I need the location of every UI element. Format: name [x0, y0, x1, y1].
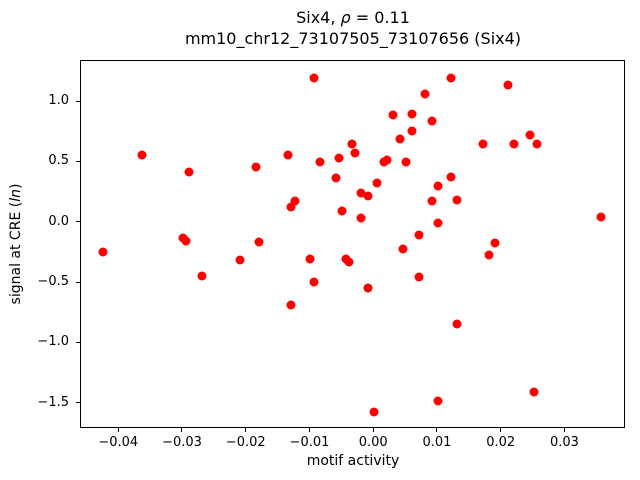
- x-axis-label: motif activity: [306, 453, 400, 469]
- data-point: [98, 247, 108, 257]
- y-tick-mark: [76, 100, 80, 102]
- x-tick-label: −0.03: [162, 435, 202, 450]
- data-point: [509, 139, 519, 149]
- x-tick-label: 0.01: [422, 435, 452, 450]
- data-point: [446, 172, 456, 182]
- data-point: [446, 73, 456, 83]
- data-point: [414, 230, 424, 240]
- data-point: [181, 236, 191, 246]
- data-point: [290, 196, 300, 206]
- data-point: [414, 272, 424, 282]
- x-tick-label: −0.04: [98, 435, 139, 450]
- data-point: [490, 238, 500, 248]
- data-point: [478, 139, 488, 149]
- y-tick-label: −0.5: [37, 274, 69, 289]
- x-tick-label: 0.02: [486, 435, 516, 450]
- data-point: [420, 89, 430, 99]
- data-point: [337, 206, 347, 216]
- x-tick-label: −0.01: [289, 435, 330, 450]
- data-point: [197, 271, 207, 281]
- y-axis-label-italic: ln: [8, 189, 24, 202]
- data-point: [398, 244, 408, 254]
- plot-area: [80, 60, 625, 428]
- x-tick-label: 0.03: [549, 435, 579, 450]
- data-point: [356, 188, 366, 197]
- data-point: [347, 139, 357, 149]
- data-point: [251, 162, 261, 172]
- data-point: [388, 110, 398, 120]
- data-point: [433, 396, 443, 406]
- data-point: [484, 250, 494, 260]
- y-axis-label: signal at CRE (ln): [8, 184, 24, 305]
- title-rho-symbol: ρ: [340, 8, 351, 27]
- data-point: [286, 202, 296, 212]
- data-point: [382, 155, 392, 165]
- x-tick-mark: [372, 428, 374, 432]
- x-tick-mark: [563, 428, 565, 432]
- data-point: [235, 255, 245, 265]
- y-tick-mark: [76, 281, 80, 283]
- chart-title: Six4, ρ = 0.11 mm10_chr12_73107505_73107…: [80, 7, 626, 49]
- data-point: [407, 126, 417, 136]
- x-tick-mark: [117, 428, 119, 432]
- title-suffix: = 0.11: [350, 8, 410, 27]
- title-prefix: Six4,: [296, 8, 341, 27]
- data-point: [452, 195, 462, 205]
- data-point: [363, 191, 373, 201]
- y-tick-mark: [76, 160, 80, 162]
- data-point: [596, 212, 605, 222]
- x-tick-mark: [308, 428, 310, 432]
- data-point: [356, 213, 366, 223]
- chart-subtitle: mm10_chr12_73107505_73107656 (Six4): [184, 29, 522, 48]
- data-point: [309, 277, 319, 287]
- data-point: [452, 319, 462, 329]
- data-point: [407, 109, 417, 119]
- y-tick-mark: [76, 221, 80, 223]
- data-point: [529, 387, 539, 397]
- data-point: [305, 254, 315, 264]
- data-point: [433, 218, 443, 228]
- x-tick-label: −0.02: [225, 435, 266, 450]
- data-point: [286, 300, 296, 310]
- x-tick-mark: [245, 428, 247, 432]
- y-axis-label-suffix: ): [8, 183, 24, 190]
- data-point: [334, 153, 344, 163]
- data-point: [427, 116, 437, 126]
- y-tick-label: −1.0: [37, 334, 69, 350]
- data-point: [344, 257, 354, 267]
- x-tick-mark: [436, 428, 438, 432]
- chart-title-line1: Six4, ρ = 0.11: [80, 7, 626, 28]
- data-point: [395, 134, 405, 144]
- x-tick-mark: [181, 428, 183, 432]
- data-point: [331, 173, 341, 183]
- data-point: [372, 178, 382, 188]
- data-point: [401, 157, 411, 167]
- data-point: [309, 73, 319, 83]
- y-axis-label-prefix: signal at CRE (: [8, 201, 24, 305]
- data-point: [532, 139, 542, 149]
- y-tick-label: −1.5: [37, 394, 69, 410]
- data-point: [254, 237, 264, 247]
- y-tick-label: 0.0: [48, 213, 69, 229]
- data-point: [369, 407, 379, 417]
- y-tick-mark: [76, 341, 80, 343]
- data-point: [525, 130, 535, 140]
- y-tick-label: 0.5: [48, 153, 69, 169]
- data-point: [503, 80, 513, 90]
- data-point: [315, 157, 325, 167]
- data-point: [433, 181, 443, 191]
- y-tick-mark: [76, 402, 80, 404]
- data-point: [350, 148, 360, 158]
- data-point: [137, 150, 147, 160]
- data-point: [283, 150, 293, 160]
- data-point: [427, 196, 437, 206]
- x-tick-mark: [500, 428, 502, 432]
- y-tick-label: 1.0: [48, 93, 69, 109]
- x-tick-label: 0.00: [358, 435, 388, 450]
- data-point: [363, 283, 373, 293]
- data-point: [184, 167, 194, 177]
